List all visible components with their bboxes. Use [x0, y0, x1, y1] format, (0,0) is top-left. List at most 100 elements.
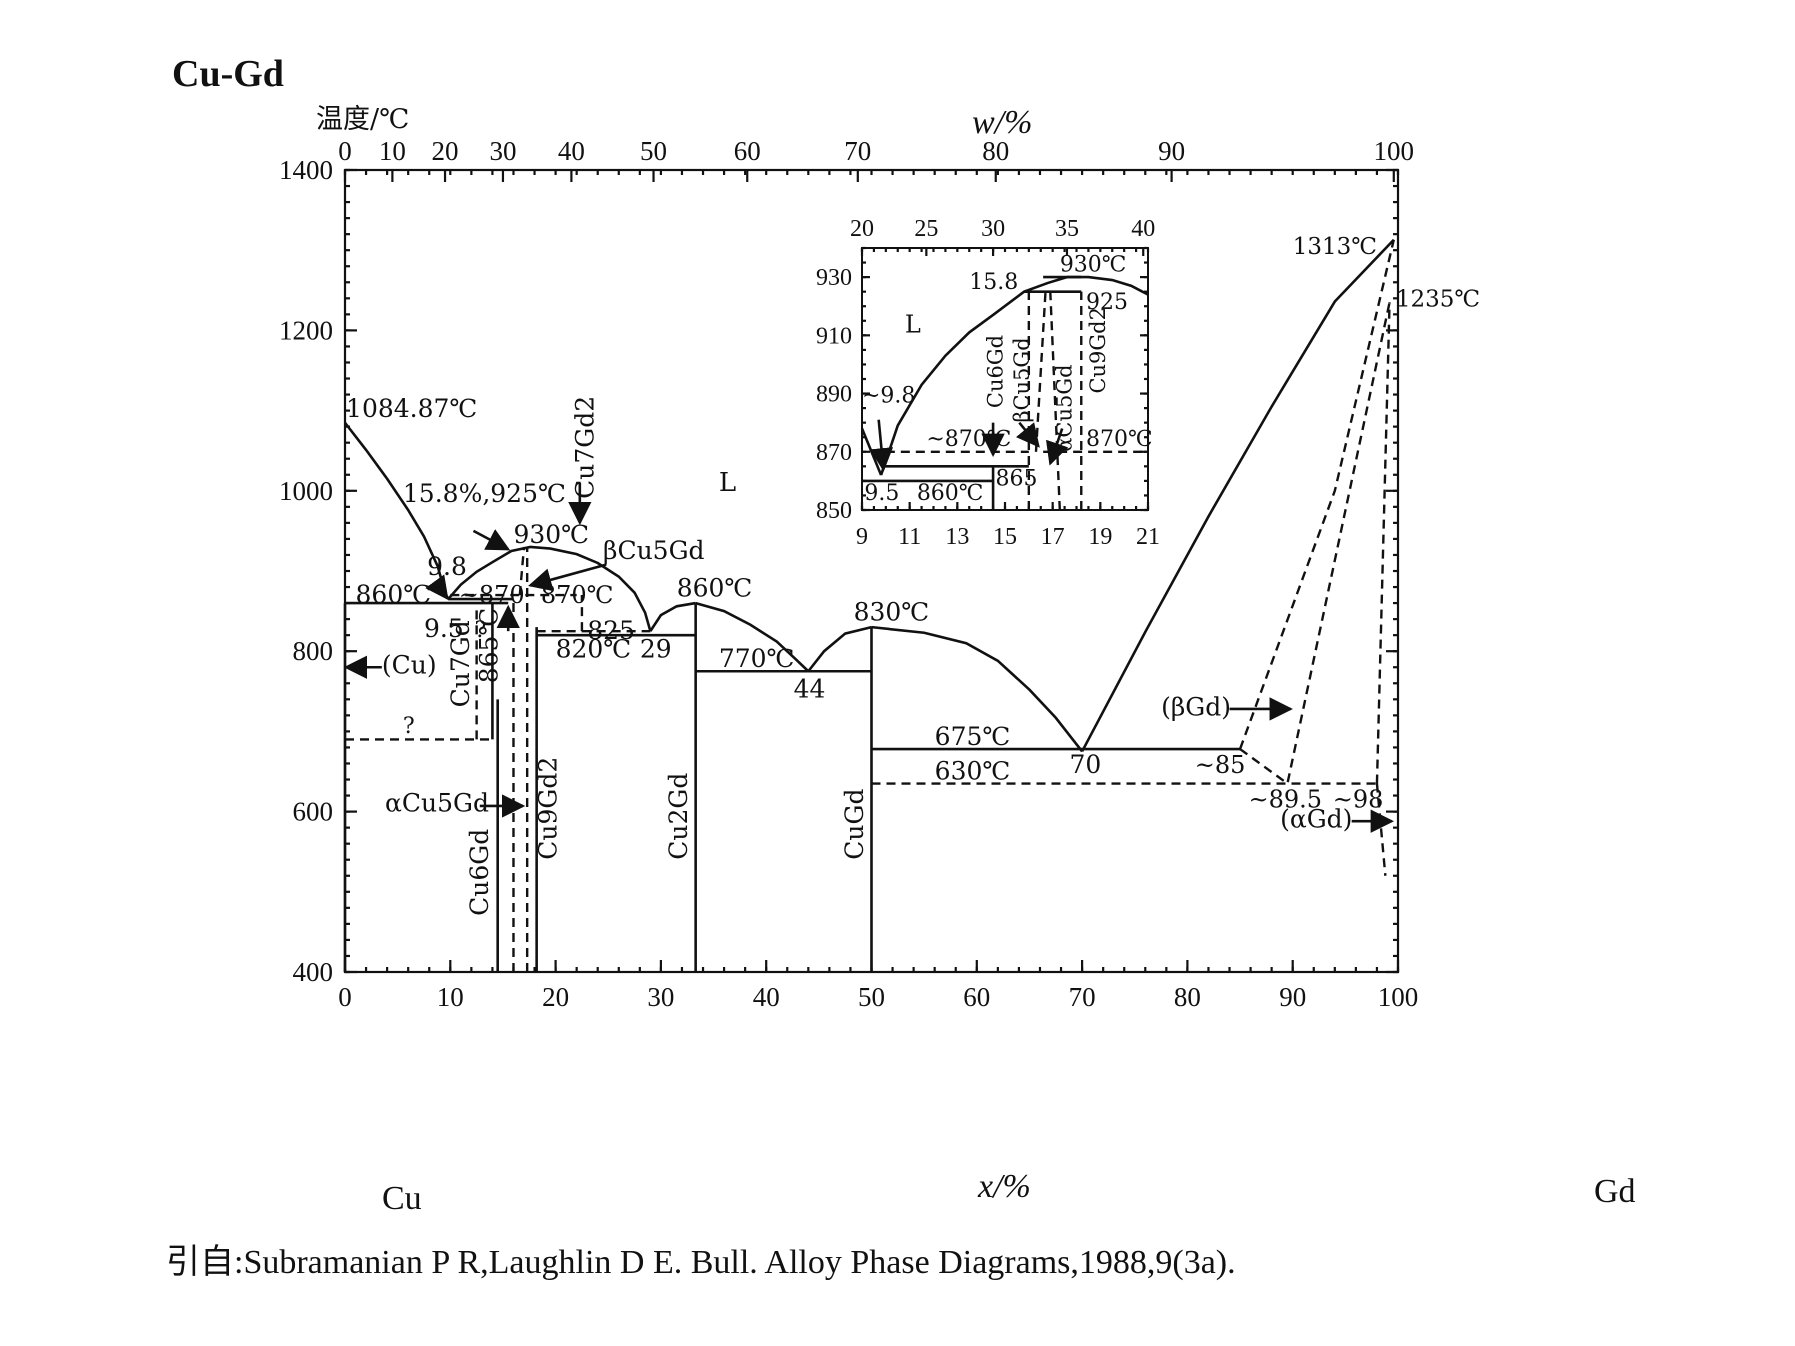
inset-w-tick-label-20: 20 — [850, 216, 874, 242]
inset-y-tick-label-890: 890 — [816, 382, 852, 408]
inset-y-tick-label-910: 910 — [816, 323, 852, 349]
inset-label-860: 860℃ — [917, 481, 984, 506]
x-tick-label-100: 100 — [1378, 982, 1419, 1012]
label-cu9gd2: Cu9Gd2 — [534, 757, 563, 860]
top-axis-label: w/% — [972, 104, 1032, 141]
x-tick-label-50: 50 — [858, 982, 885, 1012]
liquidus-cu7gd2-dome — [447, 545, 652, 632]
label-830: 830℃ — [854, 598, 930, 627]
label-860-left: 860℃ — [356, 580, 432, 609]
label-870a: ~870 — [459, 581, 525, 609]
inset-label-15-8: 15.8 — [969, 270, 1018, 295]
x-tick-label-0: 0 — [338, 982, 352, 1012]
label-cu7gd2: Cu7Gd2 — [571, 396, 600, 499]
label-98: ~98 — [1333, 786, 1384, 814]
label-liquid: L — [719, 468, 736, 498]
w-tick-label-30: 30 — [489, 136, 516, 166]
inset-w-tick-label-25: 25 — [914, 216, 938, 242]
inset-label-liquid: L — [905, 310, 921, 338]
inset-w-tick-label-40: 40 — [1131, 216, 1155, 242]
label-bcu5gd: βCu5Gd — [603, 536, 705, 565]
label-melt-cu: 1084.87℃ — [346, 394, 477, 423]
inset-label-cu9gd2: Cu9Gd2 — [1086, 307, 1110, 394]
x-tick-label-80: 80 — [1174, 982, 1201, 1012]
y-tick-label-600: 600 — [293, 797, 334, 827]
label-cu-phase: (Cu) — [382, 651, 437, 680]
label-630: 630℃ — [935, 757, 1011, 786]
w-tick-label-10: 10 — [379, 136, 406, 166]
citation: 引自:Subramanian P R,Laughlin D E. Bull. A… — [166, 1243, 1236, 1281]
w-tick-label-50: 50 — [640, 136, 667, 166]
label-trans-gd: 1235℃ — [1396, 286, 1480, 312]
w-tick-label-60: 60 — [734, 136, 761, 166]
label-85: ~85 — [1195, 751, 1246, 779]
w-tick-label-70: 70 — [844, 136, 871, 166]
y-tick-label-1000: 1000 — [279, 476, 333, 506]
label-29: 29 — [640, 635, 672, 664]
inset-label-870-right: 870℃ — [1086, 427, 1153, 452]
inset-bcu5gd-left — [1034, 291, 1047, 452]
inset-w-tick-label-30: 30 — [981, 216, 1005, 242]
label-bgd-phase: (βGd) — [1161, 692, 1231, 721]
inset-x-tick-label-15: 15 — [993, 524, 1017, 550]
label-cu6gd: Cu6Gd — [465, 829, 494, 916]
y-tick-label-800: 800 — [293, 636, 334, 666]
inset-y-tick-label-870: 870 — [816, 440, 852, 466]
dashed-bcu5gd — [518, 546, 526, 596]
w-tick-label-80: 80 — [982, 136, 1009, 166]
inset-ticks: 9 11 13 15 17 19 21 850 870 890 910 930 20 25 30 35 40 — [816, 216, 1160, 550]
diagram-title: Cu-Gd — [172, 53, 284, 95]
inset-label-9-8: ~9.8 — [862, 383, 915, 408]
dashed-bgd-to-89-5 — [1239, 302, 1391, 786]
label-9-5: 9.5 — [424, 614, 464, 643]
label-825: 825 — [587, 616, 635, 645]
main-labels: L 1084.87℃ 1313℃ 1235℃ 15.8%,925℃ 930℃ 9… — [346, 234, 1480, 916]
inset-arrow-9-8 — [869, 419, 894, 472]
w-tick-label-40: 40 — [558, 136, 585, 166]
inset-w-tick-label-35: 35 — [1055, 216, 1079, 242]
label-89-5: ~89.5 — [1248, 786, 1322, 814]
arrow-bcu5gd — [528, 563, 607, 592]
inset-label-870-left: ~870℃ — [926, 427, 1011, 452]
inset-x-tick-label-17: 17 — [1041, 524, 1065, 550]
label-860-mid: 860℃ — [677, 574, 753, 603]
element-cu-label: Cu — [382, 1180, 422, 1217]
label-acu5gd: αCu5Gd — [385, 789, 489, 818]
arrow-9-8 — [425, 574, 449, 601]
label-melt-gd: 1313℃ — [1293, 234, 1377, 260]
bottom-axis-label: x/% — [977, 1168, 1031, 1205]
inset-arrow-acu5gd — [1046, 428, 1069, 466]
inset-arrow-bcu5gd — [1015, 421, 1040, 448]
liquidus-gd-side — [1080, 238, 1395, 753]
label-cu2gd: Cu2Gd — [664, 773, 693, 860]
label-675: 675℃ — [935, 722, 1011, 751]
label-865: 865℃ — [475, 608, 504, 684]
inset-y-tick-label-930: 930 — [816, 265, 852, 291]
label-question-2: ? — [403, 714, 415, 739]
label-15-8: 15.8%,925℃ — [403, 479, 566, 508]
dashed-agd — [1375, 302, 1391, 784]
inset-y-tick-label-850: 850 — [816, 498, 852, 524]
label-cugd: CuGd — [840, 789, 869, 860]
main-plot-ticks: 0 10 20 30 40 50 60 70 80 90 100400600800100012001… — [279, 136, 1418, 1012]
label-cu7gd: Cu7Gd — [446, 620, 475, 707]
y-tick-label-1200: 1200 — [279, 315, 333, 345]
label-820: 820℃ — [556, 635, 632, 664]
liquidus-cugd-right — [871, 625, 1084, 753]
inset-labels: L 930℃ 15.8 925 ~9.8 ~870℃ 870℃ 865 9.5 … — [862, 252, 1153, 506]
inset-label-cu6gd: Cu6Gd — [984, 335, 1008, 408]
w-tick-label-90: 90 — [1158, 136, 1185, 166]
w-tick-label-0: 0 — [338, 136, 352, 166]
inset-label-9-5: 9.5 — [864, 481, 899, 506]
inset-x-tick-label-19: 19 — [1088, 524, 1112, 550]
x-tick-label-20: 20 — [542, 982, 569, 1012]
y-tick-label-1400: 1400 — [279, 155, 333, 185]
liquidus-cu2gd-left — [649, 601, 696, 632]
label-44: 44 — [794, 675, 826, 704]
liquidus-cugd-left — [807, 625, 872, 673]
label-770: 770℃ — [719, 644, 795, 673]
inset-x-tick-label-13: 13 — [945, 524, 969, 550]
inset-label-925: 925 — [1086, 290, 1128, 315]
inset-arrows — [869, 419, 1069, 472]
dashed-bgd-left — [1238, 239, 1395, 750]
